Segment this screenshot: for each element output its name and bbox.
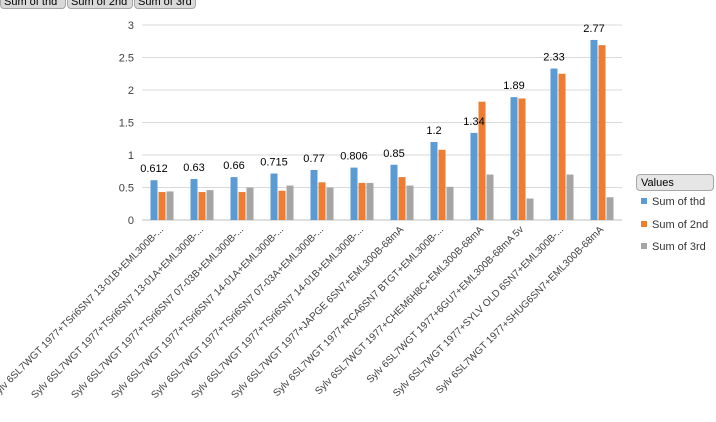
data-label-1: 0.63 bbox=[183, 162, 204, 174]
bar-3-3 bbox=[286, 185, 294, 220]
field-button-sum-of-2nd[interactable]: Sum of 2nd bbox=[67, 0, 133, 9]
legend-label-2nd: Sum of 2nd bbox=[652, 219, 709, 231]
data-label-7: 1.2 bbox=[426, 125, 441, 137]
data-label-2: 0.66 bbox=[223, 160, 244, 172]
bar-3-4 bbox=[326, 187, 334, 220]
legend-swatch-3rd bbox=[641, 243, 647, 250]
legend-label-3rd: Sum of 3rd bbox=[652, 241, 706, 253]
data-label-4: 0.77 bbox=[303, 153, 324, 165]
y-tick-label-4: 2 bbox=[128, 85, 134, 97]
bar-2-2 bbox=[238, 192, 246, 220]
bar-2-4 bbox=[318, 182, 326, 220]
bar-1-10 bbox=[550, 68, 558, 220]
bar-1-0 bbox=[150, 180, 158, 220]
bar-3-5 bbox=[366, 182, 374, 220]
y-tick-label-1: 0.5 bbox=[119, 183, 134, 195]
data-label-3: 0.715 bbox=[260, 157, 288, 169]
bar-2-7 bbox=[438, 149, 446, 220]
legend-item-3rd: Sum of 3rd bbox=[641, 240, 706, 254]
data-label-9: 1.89 bbox=[503, 80, 524, 92]
legend-values-button[interactable]: Values bbox=[636, 174, 714, 191]
bar-2-9 bbox=[518, 98, 526, 220]
field-button-sum-of-thd[interactable]: Sum of thd bbox=[0, 0, 66, 9]
y-tick-label-6: 3 bbox=[128, 20, 134, 32]
bar-3-7 bbox=[446, 186, 454, 220]
bar-1-4 bbox=[310, 169, 318, 220]
data-label-10: 2.33 bbox=[543, 52, 564, 64]
y-tick-label-3: 1.5 bbox=[119, 118, 134, 130]
bar-3-2 bbox=[246, 187, 254, 220]
bar-1-7 bbox=[430, 142, 438, 220]
bar-3-11 bbox=[606, 197, 614, 220]
bar-2-8 bbox=[478, 101, 486, 220]
bar-3-9 bbox=[526, 198, 534, 220]
bar-3-8 bbox=[486, 174, 494, 220]
bar-1-3 bbox=[270, 173, 278, 220]
legend-item-thd: Sum of thd bbox=[641, 195, 705, 209]
legend-label-thd: Sum of thd bbox=[652, 196, 706, 208]
bar-3-1 bbox=[206, 190, 214, 220]
bar-3-0 bbox=[166, 191, 174, 220]
bar-1-5 bbox=[350, 167, 358, 220]
bar-1-9 bbox=[510, 97, 518, 220]
legend-item-2nd: Sum of 2nd bbox=[641, 218, 708, 232]
bar-2-5 bbox=[358, 182, 366, 220]
data-label-6: 0.85 bbox=[383, 148, 404, 160]
legend-swatch-thd bbox=[641, 198, 647, 205]
bar-2-6 bbox=[398, 177, 406, 220]
bar-2-1 bbox=[198, 192, 206, 220]
bar-1-6 bbox=[390, 164, 398, 220]
bar-2-0 bbox=[158, 192, 166, 220]
y-tick-label-0: 0 bbox=[128, 215, 134, 227]
bar-2-10 bbox=[558, 73, 566, 220]
data-label-8: 1.34 bbox=[463, 116, 484, 128]
y-tick-label-2: 1 bbox=[128, 150, 134, 162]
bar-1-1 bbox=[190, 179, 198, 220]
y-tick-label-5: 2.5 bbox=[119, 53, 134, 65]
legend-swatch-2nd bbox=[641, 221, 647, 228]
data-label-0: 0.612 bbox=[140, 163, 168, 175]
bar-1-8 bbox=[470, 132, 478, 220]
field-button-sum-of-3rd[interactable]: Sum of 3rd bbox=[134, 0, 196, 9]
bar-1-2 bbox=[230, 177, 238, 220]
bar-2-11 bbox=[598, 45, 606, 221]
bar-3-6 bbox=[406, 185, 414, 220]
bar-1-11 bbox=[590, 39, 598, 221]
bar-2-3 bbox=[278, 190, 286, 220]
data-label-11: 2.77 bbox=[583, 23, 604, 35]
bar-3-10 bbox=[566, 174, 574, 220]
data-label-5: 0.806 bbox=[340, 151, 368, 163]
